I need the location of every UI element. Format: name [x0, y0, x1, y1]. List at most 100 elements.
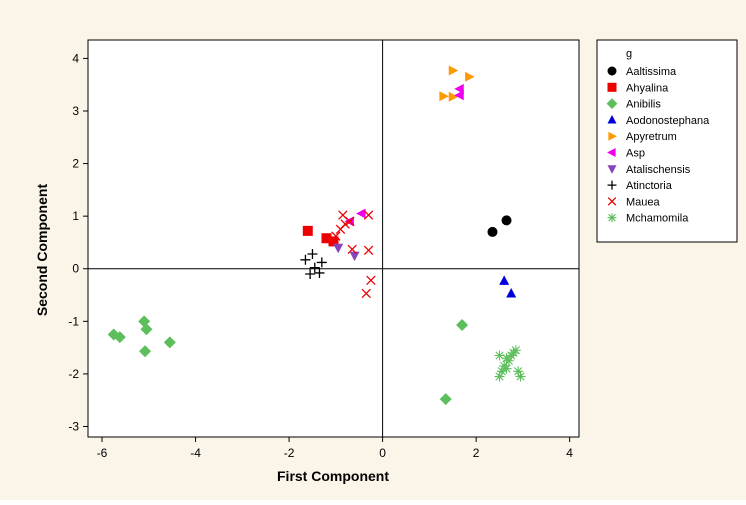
- data-point: [163, 336, 176, 349]
- data-point: [307, 249, 318, 260]
- series-apyretrum: [439, 65, 475, 102]
- y-tick-label: 4: [72, 51, 79, 65]
- data-point: [335, 224, 346, 235]
- data-point: [366, 275, 376, 286]
- legend-items: Aaltissima Ahyalina Anibilis Aodonostephana…: [606, 66, 710, 225]
- series-mauea: [331, 210, 376, 299]
- legend-label: Aodonostephana: [626, 115, 710, 127]
- data-point: [496, 366, 507, 377]
- data-point: [363, 210, 374, 220]
- data-point: [487, 226, 498, 237]
- data-point: [328, 236, 339, 247]
- data-point: [494, 371, 505, 382]
- legend-label: Aaltissima: [626, 66, 677, 78]
- x-tick-label: 4: [566, 446, 573, 460]
- data-point: [448, 91, 459, 102]
- data-point: [305, 268, 316, 279]
- x-tick-label: -2: [284, 446, 295, 460]
- data-point: [465, 71, 475, 82]
- y-tick-label: -3: [68, 419, 79, 433]
- y-tick-label: 0: [72, 262, 79, 276]
- series-atalischensis: [333, 243, 360, 262]
- data-point: [506, 350, 517, 361]
- data-point: [309, 262, 320, 273]
- data-point: [345, 216, 355, 227]
- data-point: [506, 287, 517, 298]
- legend-marker: [606, 98, 618, 109]
- data-point: [448, 65, 459, 76]
- legend-marker: [607, 82, 617, 92]
- y-tick-label: 2: [72, 157, 79, 171]
- legend-marker: [607, 114, 617, 124]
- data-point: [321, 233, 332, 244]
- legend-marker: [607, 165, 617, 174]
- x-axis: -6 -4 -2 0 2 4: [97, 437, 573, 460]
- x-tick-label: -4: [190, 446, 201, 460]
- data-point: [456, 318, 469, 331]
- reference-lines: [88, 40, 579, 437]
- legend-label: Ahyalina: [626, 82, 669, 94]
- data-point: [113, 331, 126, 344]
- data-point: [499, 275, 510, 285]
- x-tick-label: 2: [473, 446, 480, 460]
- legend-marker: [607, 180, 617, 190]
- data-point: [494, 350, 505, 361]
- y-axis-label: Second Component: [34, 184, 50, 317]
- legend-label: Atalischensis: [626, 164, 691, 176]
- data-point: [302, 225, 313, 236]
- x-axis-label: First Component: [277, 468, 389, 484]
- data-point: [501, 215, 512, 226]
- legend-marker: [608, 131, 617, 141]
- legend-title: g: [626, 48, 632, 60]
- data-point: [503, 355, 514, 366]
- y-tick-label: 1: [72, 209, 79, 223]
- data-point: [439, 91, 449, 102]
- legend-marker: [607, 148, 616, 157]
- x-tick-label: 0: [379, 446, 386, 460]
- legend-label: Apyretrum: [626, 131, 677, 143]
- data-point: [515, 371, 526, 382]
- data-point: [347, 244, 357, 254]
- legend-label: Anibilis: [626, 99, 661, 111]
- series-ahyalina: [302, 225, 339, 247]
- legend-label: Asp: [626, 148, 645, 160]
- legend-label: Mchamomila: [626, 213, 689, 225]
- y-tick-label: -2: [68, 367, 79, 381]
- series-anibilis: [107, 315, 469, 406]
- data-point: [439, 393, 452, 406]
- data-point: [454, 90, 464, 101]
- data-point: [139, 345, 152, 358]
- data-point: [513, 366, 524, 377]
- legend-label: Mauea: [626, 196, 661, 208]
- data-point: [501, 363, 512, 374]
- series-mchamomila: [494, 345, 526, 382]
- data-point: [349, 251, 360, 262]
- data-point: [510, 345, 521, 356]
- series-aodonostephana: [499, 275, 517, 298]
- data-point: [361, 288, 371, 299]
- data-point: [363, 245, 374, 256]
- y-tick-label: 3: [72, 104, 79, 118]
- data-point: [140, 323, 153, 336]
- x-tick-label: -6: [97, 446, 108, 460]
- data-point: [316, 257, 327, 268]
- legend-box: [596, 39, 738, 243]
- data-point: [300, 254, 311, 265]
- legend-marker: [607, 66, 617, 76]
- series-aaltissima: [487, 215, 512, 237]
- legend-marker: [607, 197, 617, 206]
- legend: g Aaltissima Ahyalina Anibilis Aodonostepha…: [596, 39, 738, 243]
- legend-label: Atinctoria: [626, 180, 673, 192]
- data-point: [454, 83, 464, 94]
- data-point: [331, 231, 341, 241]
- y-axis: -3 -2 -1 0 1 2 3 4: [68, 51, 88, 433]
- y-tick-label: -1: [68, 314, 79, 328]
- data-point: [314, 267, 325, 278]
- data-point: [356, 208, 366, 219]
- data-point: [333, 243, 344, 254]
- data-points: [107, 65, 526, 406]
- series-atinctoria: [300, 249, 327, 279]
- legend-marker: [607, 213, 617, 223]
